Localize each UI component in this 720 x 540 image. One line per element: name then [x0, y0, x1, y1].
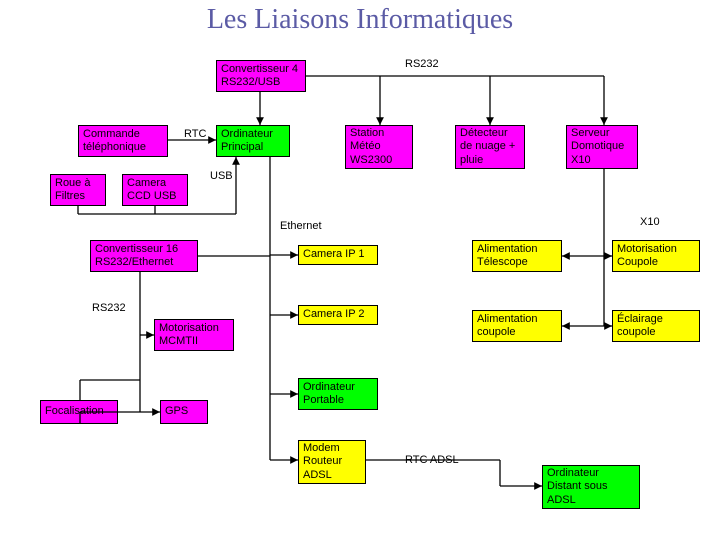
- box-focal: Focalisation: [40, 400, 118, 424]
- box-motor-mcm: Motorisation MCMTII: [154, 319, 234, 351]
- box-camera-ccd: Camera CCD USB: [122, 174, 188, 206]
- box-conv-usb: Convertisseur 4 RS232/USB: [216, 60, 306, 92]
- label-rs232-top: RS232: [405, 58, 439, 70]
- box-gps: GPS: [160, 400, 208, 424]
- box-cmd-tel: Commande téléphonique: [78, 125, 168, 157]
- box-conv16: Convertisseur 16 RS232/Ethernet: [90, 240, 198, 272]
- box-ordi-dist: Ordinateur Distant sous ADSL: [542, 465, 640, 509]
- label-rtc: RTC: [184, 128, 206, 140]
- box-cam-ip1: Camera IP 1: [298, 245, 378, 265]
- box-ordi-prin: Ordinateur Principal: [216, 125, 290, 157]
- diagram-canvas: { "title": "Les Liaisons Informatiques",…: [0, 0, 720, 540]
- label-rs232-left: RS232: [92, 302, 126, 314]
- box-alim-tel: Alimentation Télescope: [472, 240, 562, 272]
- box-ordi-port: Ordinateur Portable: [298, 378, 378, 410]
- box-eclair: Éclairage coupole: [612, 310, 700, 342]
- label-x10: X10: [640, 216, 660, 228]
- diagram-title: Les Liaisons Informatiques: [0, 4, 720, 36]
- box-modem: Modem Routeur ADSL: [298, 440, 366, 484]
- label-usb: USB: [210, 170, 233, 182]
- label-ethernet: Ethernet: [280, 220, 322, 232]
- box-motor-coup: Motorisation Coupole: [612, 240, 700, 272]
- box-detecteur: Détecteur de nuage + pluie: [455, 125, 525, 169]
- box-cam-ip2: Camera IP 2: [298, 305, 378, 325]
- box-serveur: Serveur Domotique X10: [566, 125, 638, 169]
- box-roue: Roue à Filtres: [50, 174, 106, 206]
- label-rtc-adsl: RTC ADSL: [405, 454, 459, 466]
- box-station: Station Météo WS2300: [345, 125, 413, 169]
- box-alim-coup: Alimentation coupole: [472, 310, 562, 342]
